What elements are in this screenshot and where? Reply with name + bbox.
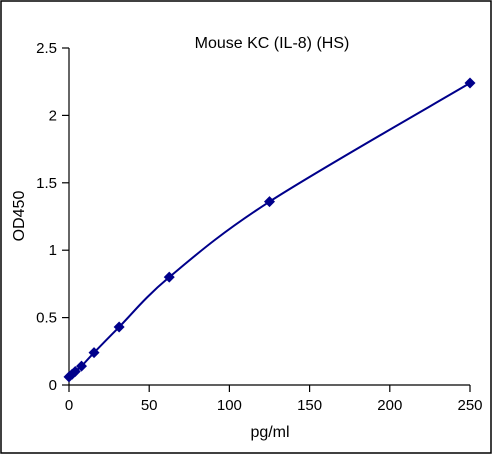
data-point	[264, 196, 275, 208]
x-tick-label: 200	[377, 397, 402, 414]
plot-area: 0 0.5 1 1.5 2 2.5 0 50 100 150 200 250	[36, 40, 482, 414]
y-axis-title: OD450	[11, 191, 28, 242]
x-tick-label: 150	[297, 397, 322, 414]
data-point	[69, 366, 81, 378]
x-axis-ticks: 0 50 100 150 200 250	[65, 385, 483, 414]
y-tick-label: 1.5	[36, 175, 57, 192]
data-markers	[63, 77, 476, 383]
x-tick-label: 100	[217, 397, 242, 414]
x-tick-label: 250	[457, 397, 482, 414]
x-axis-title: pg/ml	[250, 424, 289, 441]
data-point	[113, 321, 125, 333]
y-tick-label: 1	[49, 242, 57, 259]
y-tick-label: 0	[49, 377, 57, 394]
y-tick-label: 2	[49, 107, 57, 124]
x-tick-label: 50	[141, 397, 158, 414]
data-point	[88, 347, 100, 359]
y-tick-label: 2.5	[36, 40, 57, 57]
y-tick-label: 0.5	[36, 310, 57, 327]
x-tick-label: 0	[65, 397, 73, 414]
chart-title: Mouse KC (IL-8) (HS)	[195, 35, 350, 52]
data-point	[76, 360, 88, 372]
data-point	[464, 77, 476, 89]
y-axis-ticks: 0 0.5 1 1.5 2 2.5	[36, 40, 69, 394]
data-point	[163, 271, 175, 283]
